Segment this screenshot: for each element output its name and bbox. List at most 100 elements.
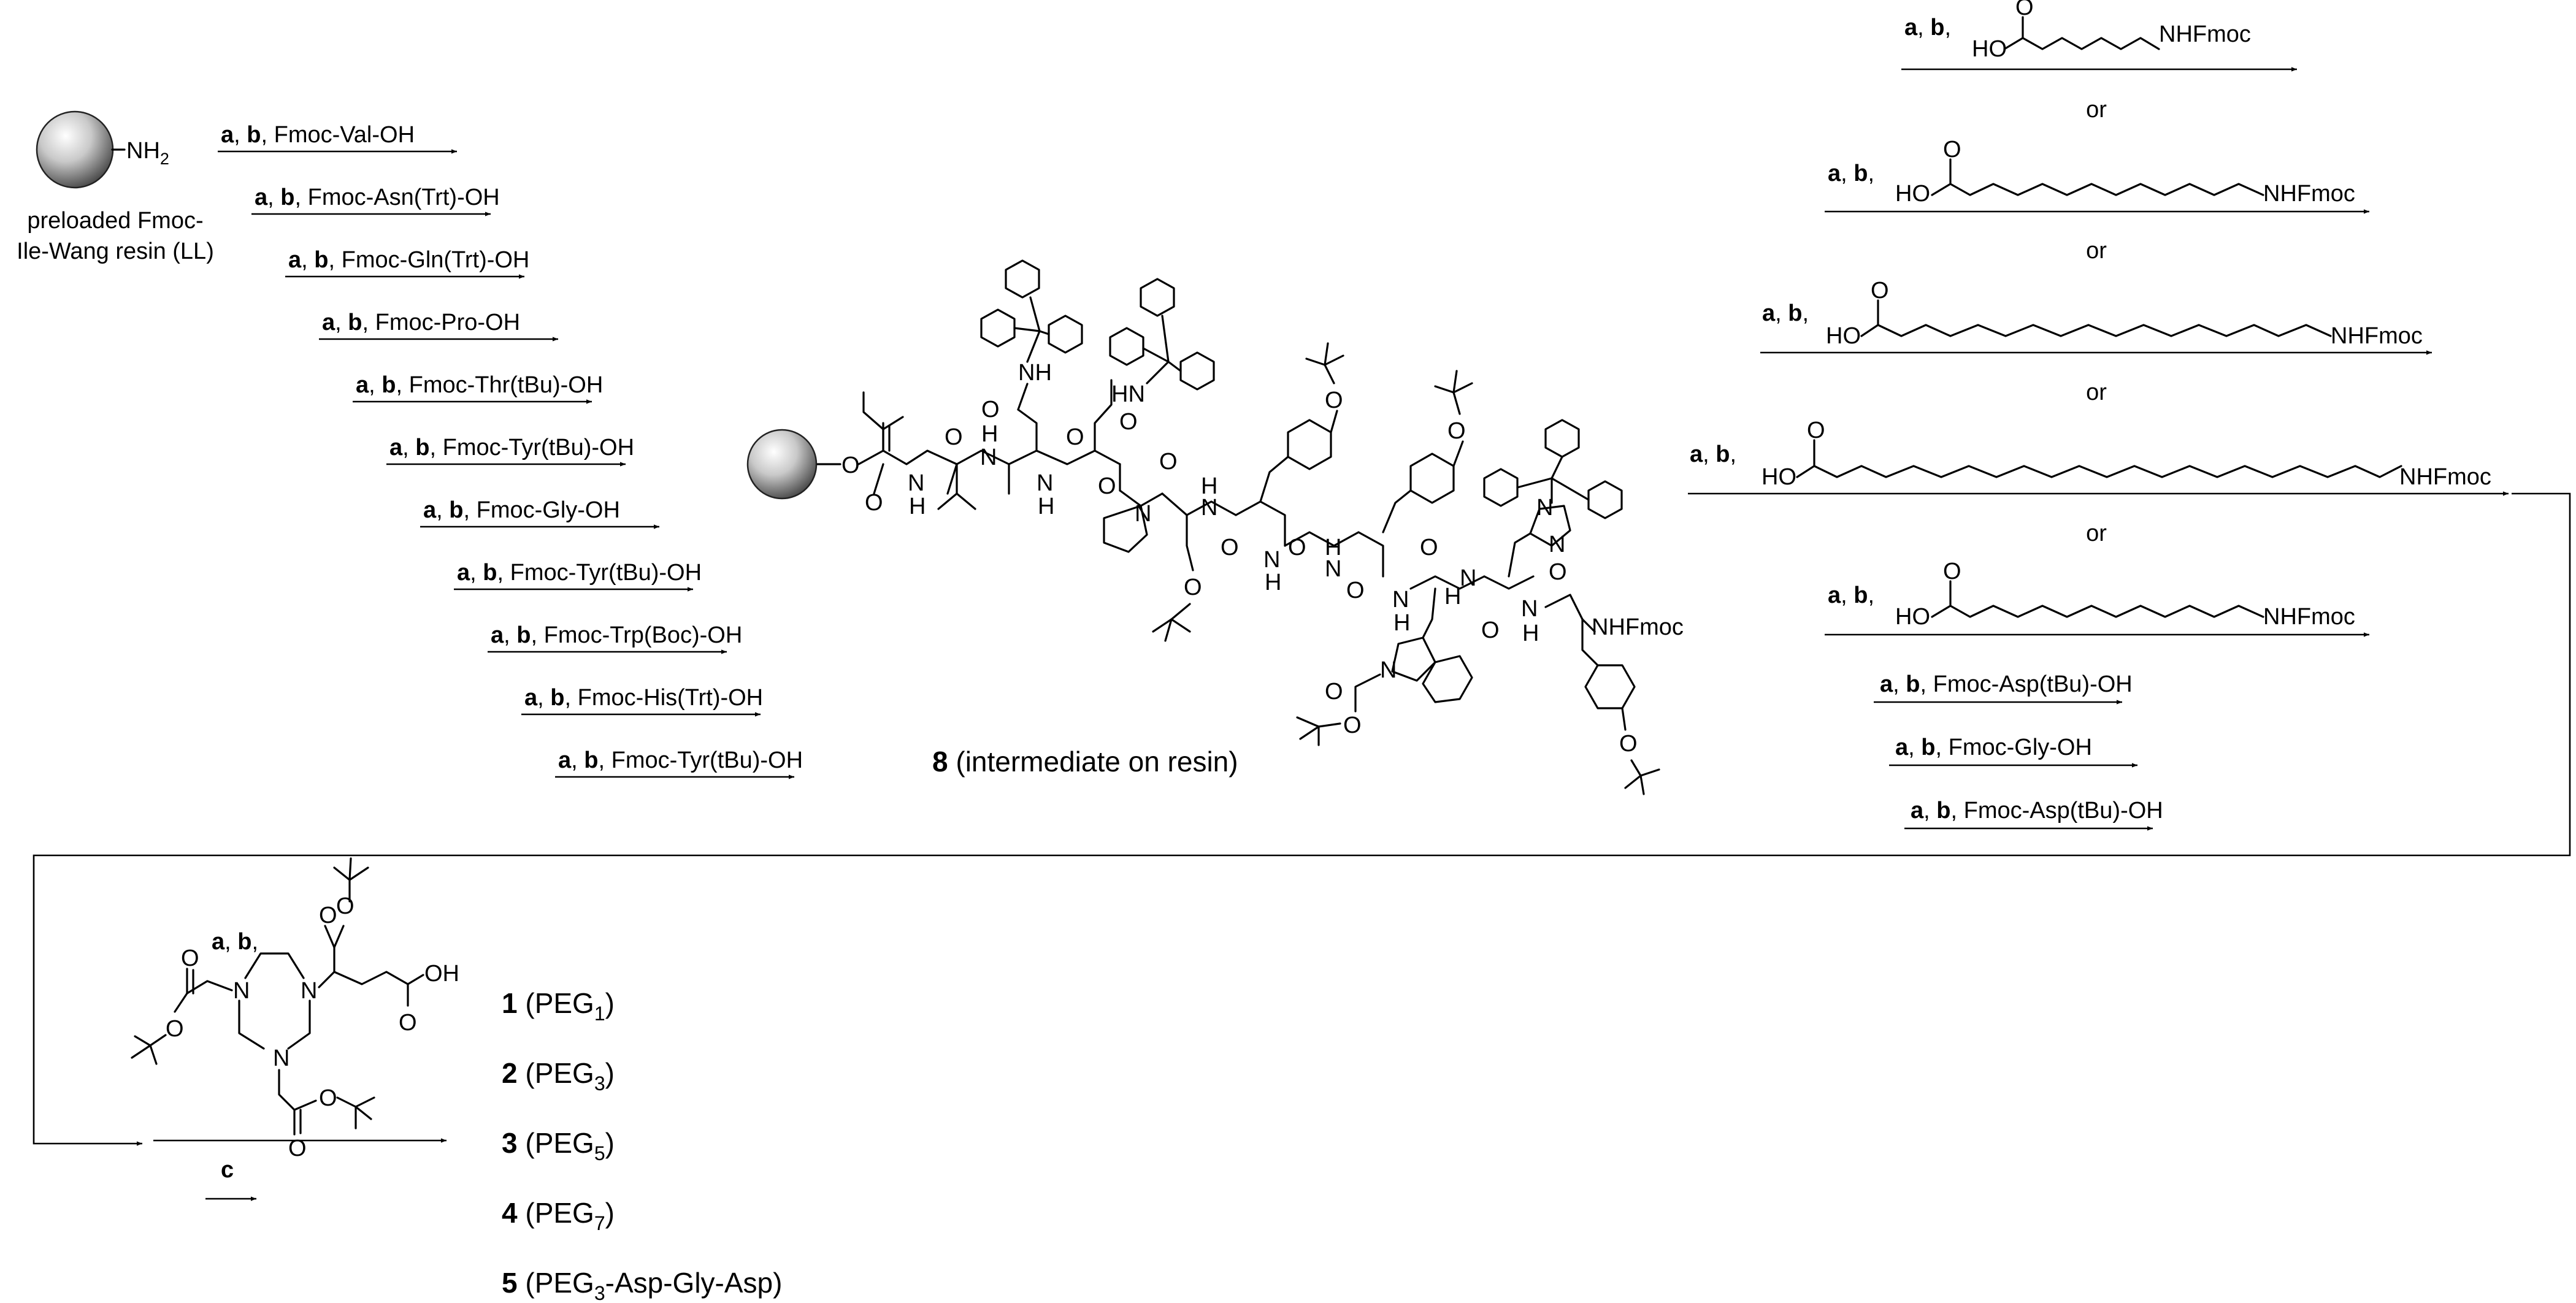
post-step-3-reagent-a: a [1911, 798, 1924, 823]
amide-n-1: N [908, 470, 924, 496]
product-2: 2 (PEG3) [502, 1057, 615, 1095]
spps-step-5: a, b, Fmoc-Thr(tBu)-OH [356, 372, 603, 398]
product-peg-sub: 7 [594, 1212, 605, 1234]
spps-step-9-reagent: Fmoc-Trp(Boc)-OH [544, 622, 743, 648]
post-step-2-reagent-a: a [1895, 735, 1909, 760]
post-step-1-reagent: Fmoc-Asp(tBu)-OH [1933, 671, 2133, 697]
peg3-co: O [1871, 278, 1889, 304]
spps-step-9: a, b, Fmoc-Trp(Boc)-OH [491, 622, 742, 648]
product-number: 2 [502, 1057, 518, 1089]
thr-h: H [1201, 473, 1217, 499]
his-h: H [1444, 584, 1461, 609]
ring-n-1: N [233, 978, 250, 1004]
spps-step-8: a, b, Fmoc-Tyr(tBu)-OH [457, 560, 702, 586]
product-peg: (PEG [525, 1267, 594, 1299]
spps-step-9-reagent-b: b [516, 622, 531, 648]
peg5-reagent-a: a [1828, 583, 1841, 608]
tyr3-o-tbu: O [1619, 731, 1638, 757]
spps-step-7-reagent: Fmoc-Gly-OH [477, 497, 620, 523]
pro-o: O [1098, 473, 1116, 499]
svg-text:a, b,: a, b, [212, 929, 258, 955]
tyr2-n: N [1392, 587, 1409, 613]
resin-start: NH2 preloaded Fmoc- Ile-Wang resin (LL) [17, 110, 214, 264]
peg5-nhfmoc: NHFmoc [2263, 604, 2355, 630]
carbonyl-o-3: O [1066, 424, 1084, 450]
resin-amine: NH [126, 138, 160, 164]
asn-o: O [981, 397, 1000, 422]
peg4-nhfmoc: NHFmoc [2399, 464, 2491, 490]
spps-step-5-reagent-a: a [356, 372, 369, 398]
arm2-o-2: O [336, 893, 355, 919]
spps-step-10-reagent-a: a [524, 685, 538, 711]
intermediate-8-structure: O O O O N H H N N H O NH O H [746, 259, 1684, 795]
ring-n-3: N [273, 1045, 289, 1071]
or-1: or [2086, 97, 2107, 123]
amide-n-3: N [1037, 470, 1053, 496]
arm2-o-1: O [319, 903, 337, 928]
peg1-ho: HO [1972, 36, 2007, 62]
resin-bead-intermediate [746, 429, 818, 500]
product-peg: (PEG [525, 1057, 594, 1089]
or-3: or [2086, 380, 2107, 405]
chelator-structure: a, b, N N N O O O O O OH O O [131, 857, 459, 1161]
thr-n: N [1201, 495, 1217, 521]
carbonyl-o-2: O [945, 424, 963, 450]
products-list: 1 (PEG1)2 (PEG3)3 (PEG5)4 (PEG7)5 (PEG3-… [502, 987, 782, 1303]
product-peg: (PEG [525, 987, 594, 1019]
arm2-acid-oh: OH [424, 961, 459, 987]
peg4-reagent-b: b [1715, 441, 1730, 467]
tyr1-o: O [1221, 535, 1239, 560]
spps-step-6-reagent: Fmoc-Tyr(tBu)-OH [443, 435, 634, 460]
product-1: 1 (PEG1) [502, 987, 615, 1025]
spps-step-7: a, b, Fmoc-Gly-OH [423, 497, 620, 523]
spps-step-10-reagent-b: b [550, 685, 564, 711]
spps-step-5-reagent: Fmoc-Thr(tBu)-OH [409, 372, 604, 398]
peg3-reagent-a: a [1762, 300, 1776, 326]
chelator-reagent-b: b [237, 929, 251, 955]
post-step-1-reagent-b: b [1906, 671, 1920, 697]
post-step-3-reagent-b: b [1936, 798, 1950, 823]
post-step-2-reagent: Fmoc-Gly-OH [1949, 735, 2092, 760]
spps-step-8-reagent-b: b [483, 560, 497, 586]
spps-step-6-reagent-b: b [415, 435, 429, 460]
tyr2-h: H [1393, 610, 1410, 636]
resin-label-2: Ile-Wang resin (LL) [17, 239, 214, 264]
spps-step-3-reagent-b: b [314, 247, 328, 273]
peg1-co: O [2015, 0, 2034, 20]
tyr2-o-tbu: O [1447, 418, 1466, 444]
peg2-ho: HO [1895, 181, 1930, 207]
post-peg-steps: a, b, Fmoc-Asp(tBu)-OHa, b, Fmoc-Gly-OHa… [1874, 671, 2163, 831]
asn-nh: NH [1018, 360, 1052, 386]
spps-step-1-reagent-b: b [247, 122, 261, 148]
peg5-co: O [1943, 559, 1961, 584]
product-number: 1 [502, 987, 518, 1019]
tyr2-o: O [1346, 578, 1365, 603]
spps-step-3: a, b, Fmoc-Gln(Trt)-OH [288, 247, 529, 273]
his-o: O [1481, 617, 1500, 643]
spps-step-7-reagent-b: b [449, 497, 463, 523]
peg1-reagent-a: a [1904, 15, 1918, 40]
spps-coupling-steps: a, b, Fmoc-Val-OH a, b, Fmoc-Asn(Trt)-OH a… [218, 122, 803, 779]
post-step-3: a, b, Fmoc-Asp(tBu)-OH [1911, 798, 2163, 823]
amide-h-3: H [1038, 494, 1054, 519]
resin-bead [36, 110, 114, 189]
svg-text:a, b,: a, b, [1690, 441, 1736, 467]
peg5-ho: HO [1895, 604, 1930, 630]
resin-amine-sub: 2 [160, 150, 169, 168]
final-reagent: c [221, 1157, 234, 1183]
spps-step-4-reagent-a: a [322, 310, 335, 335]
spps-step-1: a, b, Fmoc-Val-OH [221, 122, 415, 148]
product-suffix: ) [605, 1057, 615, 1089]
arm3-o: O [319, 1085, 337, 1111]
trp-n: N [1380, 657, 1397, 683]
his-n-ring-1: N [1536, 495, 1553, 521]
nhfmoc: NHFmoc [1592, 614, 1684, 640]
product-3: 3 (PEG5) [502, 1127, 615, 1164]
gly-n: N [1325, 556, 1341, 582]
spps-step-11-reagent-a: a [558, 747, 572, 773]
spps-step-6: a, b, Fmoc-Tyr(tBu)-OH [389, 435, 634, 460]
product-suffix: -Asp-Gly-Asp) [605, 1267, 783, 1299]
peg2-reagent-a: a [1828, 161, 1841, 186]
spps-step-2: a, b, Fmoc-Asn(Trt)-OH [255, 185, 500, 210]
post-step-1: a, b, Fmoc-Asp(tBu)-OH [1880, 671, 2133, 697]
